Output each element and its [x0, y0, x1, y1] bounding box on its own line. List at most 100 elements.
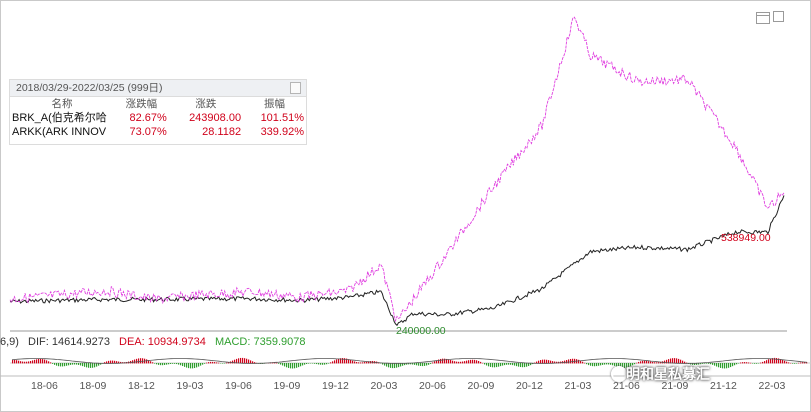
macd-histogram-bar	[146, 359, 148, 364]
macd-histogram-bar	[358, 362, 360, 364]
macd-histogram-bar	[24, 361, 26, 364]
x-tick-label: 21-12	[710, 380, 737, 392]
stats-date-range: 2018/03/29-2022/03/25 (999日)	[10, 80, 306, 97]
col-name-header: 名称	[51, 98, 73, 110]
interval-stats-panel: 2018/03/29-2022/03/25 (999日) 名称 涨跌幅 涨跌 振…	[9, 79, 307, 145]
macd-histogram-bar	[764, 361, 766, 364]
stats-table: 名称 涨跌幅 涨跌 振幅 BRK_A(伯克希尔哈 82.67% 243908.0…	[10, 97, 306, 139]
macd-histogram-bar	[104, 362, 106, 364]
macd-histogram-bar	[192, 363, 194, 369]
macd-histogram-bar	[170, 363, 172, 364]
macd-histogram-bar	[82, 363, 84, 367]
macd-histogram-bar	[756, 363, 758, 364]
macd-histogram-bar	[118, 361, 120, 364]
macd-histogram-bar	[602, 363, 604, 365]
macd-histogram-bar	[444, 358, 446, 364]
macd-histogram-bar	[228, 362, 230, 364]
macd-histogram-bar	[412, 363, 414, 365]
macd-histogram-bar	[678, 358, 680, 364]
macd-histogram-bar	[788, 362, 790, 364]
macd-histogram-bar	[542, 359, 544, 364]
macd-histogram-bar	[726, 363, 728, 369]
macd-histogram-bar	[12, 359, 14, 364]
macd-histogram-bar	[634, 363, 636, 365]
macd-histogram-bar	[436, 360, 438, 364]
macd-histogram-bar	[328, 363, 330, 364]
macd-histogram-bar	[426, 363, 428, 366]
macd-histogram-bar	[322, 363, 324, 365]
stats-row[interactable]: BRK_A(伯克希尔哈 82.67% 243908.00 101.51%	[10, 111, 306, 125]
macd-histogram-bar	[742, 362, 744, 364]
low-price-label: 240000.00	[396, 325, 446, 337]
macd-histogram-bar	[650, 361, 652, 364]
macd-histogram-bar	[166, 363, 168, 365]
macd-histogram-bar	[162, 363, 164, 366]
macd-histogram-bar	[620, 363, 622, 368]
macd-histogram-bar	[772, 358, 774, 364]
macd-histogram-bar	[522, 363, 524, 368]
macd-histogram-bar	[568, 359, 570, 364]
macd-histogram-bar	[360, 362, 362, 364]
macd-histogram-bar	[498, 363, 500, 367]
macd-histogram-bar	[16, 360, 18, 364]
macd-histogram-bar	[274, 362, 276, 364]
macd-histogram-bar	[252, 361, 254, 364]
macd-histogram-bar	[84, 363, 86, 367]
macd-histogram-bar	[190, 363, 192, 369]
macd-histogram-bar	[804, 362, 806, 364]
macd-histogram-bar	[506, 363, 508, 365]
macd-histogram-bar	[462, 361, 464, 364]
macd-histogram-bar	[682, 360, 684, 364]
x-tick-label: 19-12	[322, 380, 349, 392]
macd-histogram-bar	[48, 361, 50, 364]
macd-histogram-bar	[398, 363, 400, 368]
x-tick-label: 22-03	[758, 380, 786, 392]
macd-histogram-bar	[182, 363, 184, 367]
macd-histogram-bar	[720, 363, 722, 368]
macd-histogram-bar	[244, 358, 246, 364]
macd-histogram-bar	[752, 363, 754, 364]
macd-histogram-bar	[456, 361, 458, 364]
macd-histogram-bar	[658, 362, 660, 364]
macd-histogram-bar	[556, 361, 558, 364]
macd-histogram-bar	[706, 363, 708, 364]
macd-histogram-bar	[450, 360, 452, 364]
macd-histogram-bar	[652, 361, 654, 364]
macd-histogram-bar	[736, 363, 738, 365]
close-icon[interactable]	[290, 82, 301, 94]
macd-histogram-bar	[278, 363, 280, 364]
macd-histogram-bar	[70, 363, 72, 365]
restore-icon[interactable]	[773, 11, 784, 22]
macd-histogram-bar	[286, 363, 288, 368]
macd-histogram-bar	[304, 363, 306, 365]
macd-dif: DIF: 14614.9273	[28, 336, 110, 348]
x-tick-label: 18-12	[128, 380, 155, 392]
macd-histogram-bar	[210, 361, 212, 364]
macd-histogram-bar	[672, 358, 674, 364]
macd-histogram-bar	[76, 363, 78, 365]
macd-histogram-bar	[108, 360, 110, 364]
macd-histogram-bar	[202, 363, 204, 365]
macd-histogram-bar	[36, 359, 38, 364]
maximize-icon[interactable]	[756, 12, 770, 24]
macd-histogram-bar	[78, 363, 80, 365]
macd-histogram-bar	[364, 362, 366, 364]
macd-histogram-bar	[572, 358, 574, 364]
macd-histogram-bar	[134, 359, 136, 364]
x-tick-label: 20-12	[516, 380, 543, 392]
row-change-pct: 82.67%	[129, 112, 167, 124]
macd-histogram-bar	[550, 360, 552, 364]
macd-histogram-bar	[150, 361, 152, 364]
macd-histogram-bar	[186, 363, 188, 368]
macd-histogram-bar	[786, 361, 788, 364]
macd-histogram-bar	[208, 362, 210, 364]
x-tick-label: 21-09	[661, 380, 689, 392]
macd-histogram-bar	[240, 357, 242, 364]
macd-histogram-bar	[284, 363, 286, 367]
macd-dif-line	[11, 358, 808, 364]
macd-histogram-bar	[54, 363, 56, 365]
stats-row[interactable]: ARKK(ARK INNOV 73.07% 28.1182 339.92%	[10, 125, 306, 139]
macd-histogram-bar	[306, 363, 308, 365]
macd-histogram-bar	[176, 363, 178, 365]
macd-histogram-bar	[728, 363, 730, 368]
